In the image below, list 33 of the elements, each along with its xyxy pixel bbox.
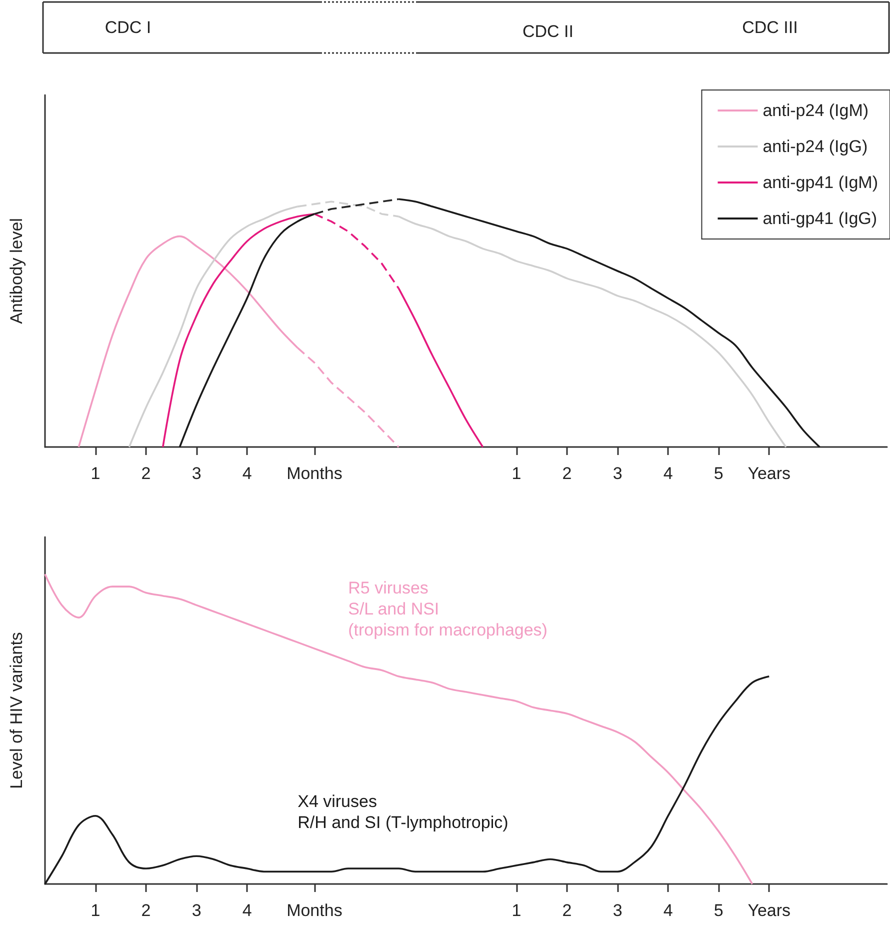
x-tick-label: 1	[90, 464, 100, 483]
x-tick-label: 4	[242, 464, 252, 483]
x-tick-label: 3	[612, 901, 622, 920]
legend-label: anti-p24 (IgM)	[762, 101, 869, 120]
x-tick-label: 1	[512, 901, 522, 920]
x-tick-label: Years	[748, 901, 791, 920]
x-tick-label: 3	[192, 464, 202, 483]
x-tick-label: 3	[612, 464, 622, 483]
x-tick-label: Months	[286, 464, 342, 483]
x-tick-label: Years	[748, 464, 791, 483]
text: CDC III	[742, 18, 798, 37]
series-label: R5 viruses S/L and NSI (tropism for macrophages)	[348, 578, 548, 640]
text: CDC I	[104, 18, 152, 37]
y-axis-title: Antibody level	[7, 218, 26, 324]
x-tick-label: 2	[562, 901, 572, 920]
legend-label: anti-gp41 (IgM)	[762, 173, 878, 192]
x-tick-label: 5	[714, 901, 724, 920]
legend-label: anti-p24 (IgG)	[762, 137, 868, 156]
x-tick-label: 4	[242, 901, 252, 920]
x-tick-label: 1	[90, 901, 100, 920]
x-tick-label: 2	[141, 464, 151, 483]
x-tick-label: 4	[663, 464, 673, 483]
x-tick-label: 3	[192, 901, 202, 920]
y-axis-title: Level of HIV variants	[7, 632, 26, 789]
legend-label: anti-gp41 (IgG)	[762, 209, 878, 228]
x-tick-label: 1	[512, 464, 522, 483]
text: CDC II	[522, 22, 574, 41]
text: X4 viruses R/H and SI (T-lymphotropic)	[298, 792, 508, 832]
x-tick-label: 2	[141, 901, 151, 920]
x-tick-label: 4	[663, 901, 673, 920]
x-tick-label: 2	[562, 464, 572, 483]
x-tick-label: 5	[714, 464, 724, 483]
x-tick-label: Months	[286, 901, 342, 920]
